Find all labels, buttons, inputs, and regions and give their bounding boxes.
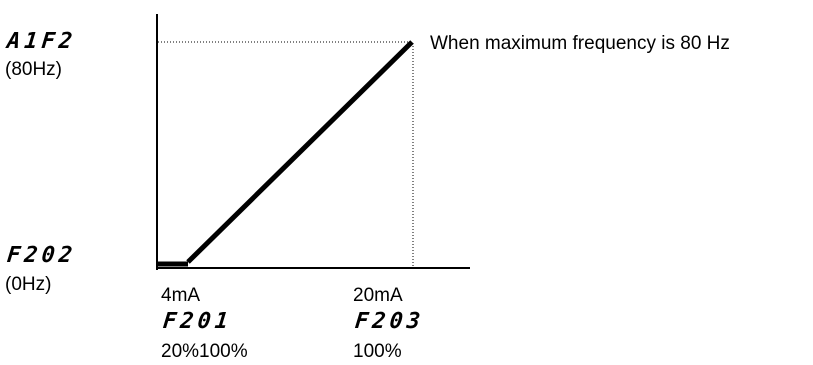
frequency-ramp-line bbox=[186, 40, 414, 264]
max-frequency-code: A1F2 bbox=[5, 29, 78, 54]
x-point-4ma-current: 4mA bbox=[161, 285, 201, 306]
max-frequency-annotation: When maximum frequency is 80 Hz bbox=[430, 33, 730, 54]
x-point-20ma-percent: 100% bbox=[353, 341, 402, 362]
min-frequency-value: (0Hz) bbox=[5, 274, 52, 295]
x-point-4ma-code: F201 bbox=[161, 309, 234, 334]
x-point-20ma-code: F203 bbox=[353, 309, 426, 334]
max-frequency-value: (80Hz) bbox=[5, 59, 63, 80]
min-frequency-code: F202 bbox=[5, 243, 78, 268]
x-point-4ma-percent: 20%100% bbox=[161, 341, 248, 362]
x-point-20ma-current: 20mA bbox=[353, 285, 403, 306]
